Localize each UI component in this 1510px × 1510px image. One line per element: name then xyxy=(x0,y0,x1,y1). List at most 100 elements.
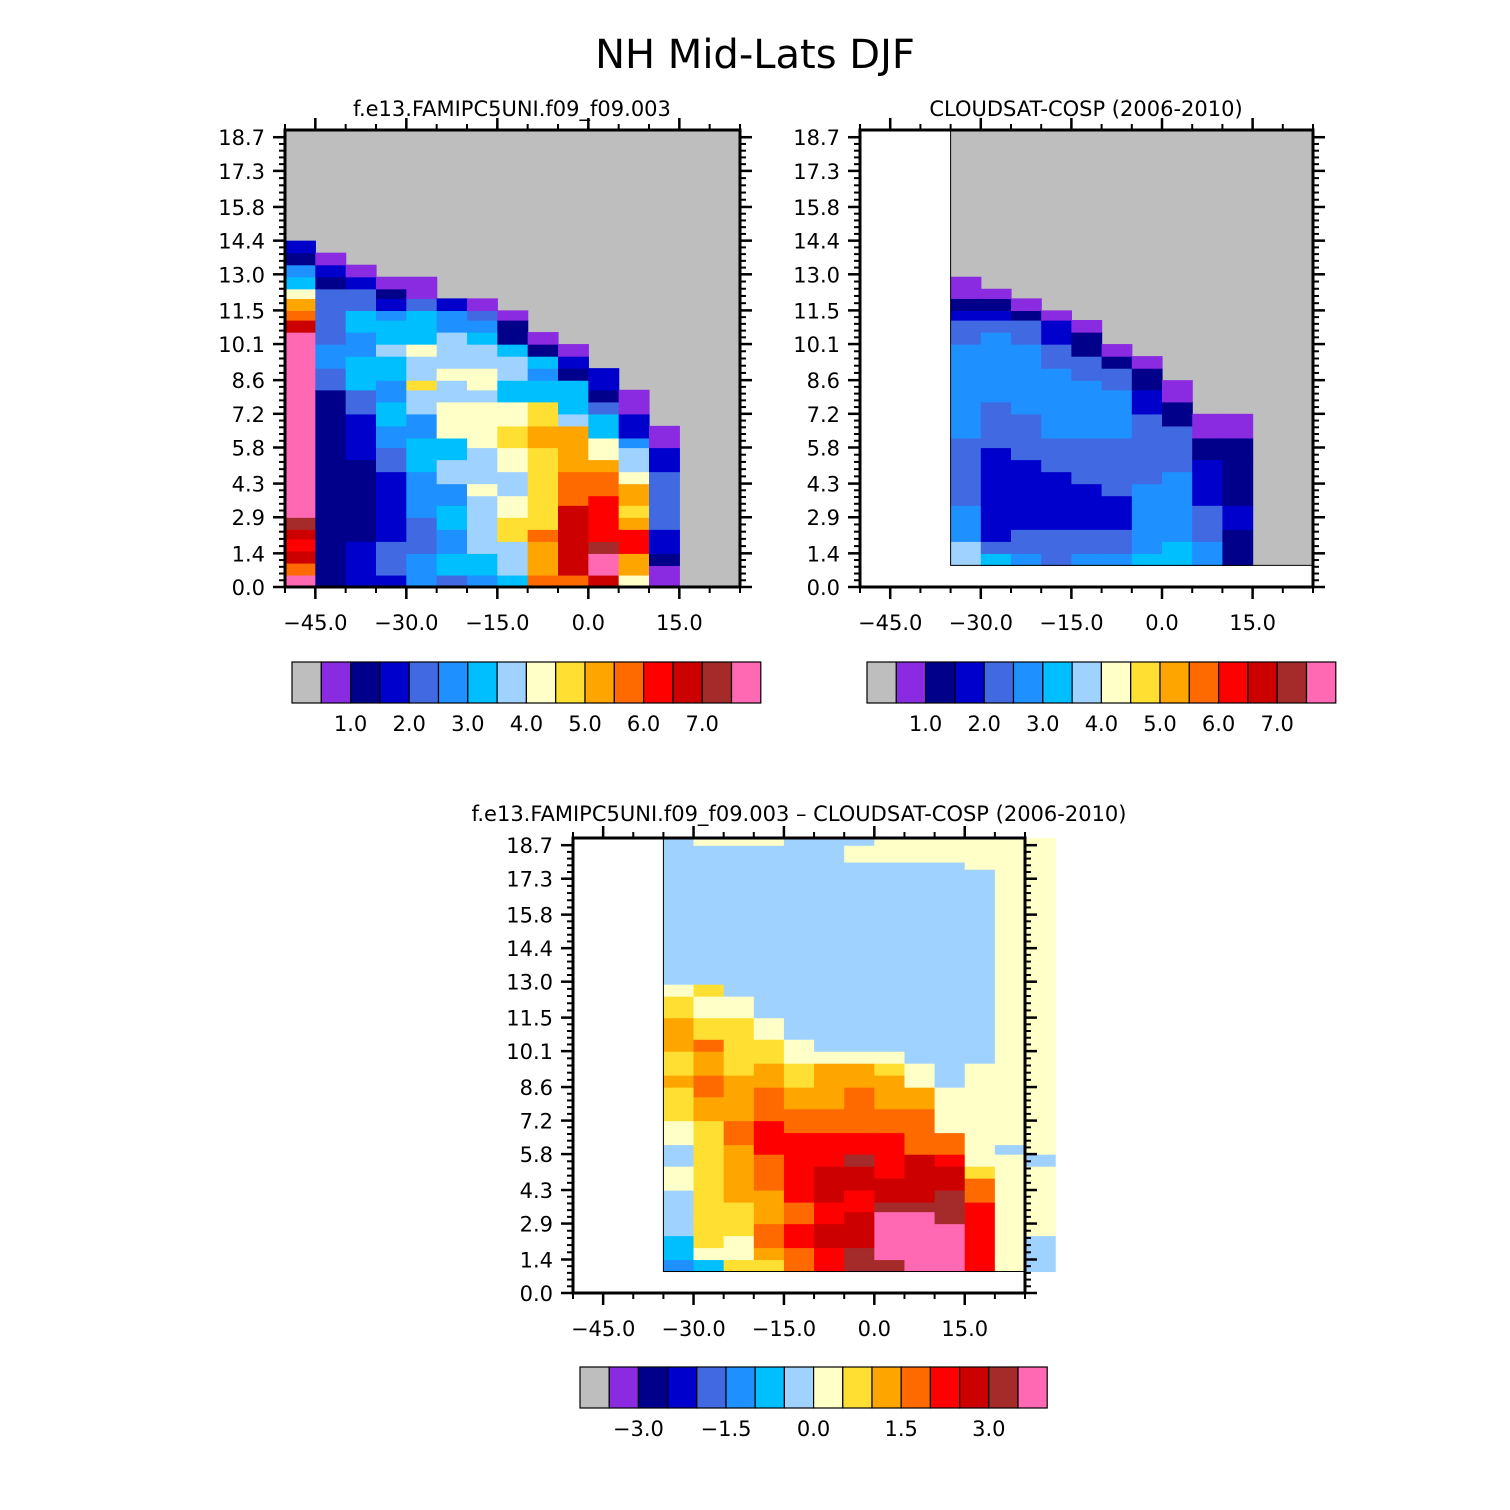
panel-1-cell xyxy=(497,541,529,576)
panel-3-cell xyxy=(814,1087,845,1110)
panel-1-cell xyxy=(376,574,407,588)
colorbar-2-label: 5.0 xyxy=(1143,712,1176,736)
panel-1-cell xyxy=(527,380,559,403)
panel-3-cell xyxy=(753,1223,785,1249)
panel-3-ytick-label: 5.8 xyxy=(520,1143,553,1167)
panel-3-cell xyxy=(663,1027,695,1052)
colorbar-1-swatch xyxy=(642,661,674,704)
panel-3-cell xyxy=(723,1235,755,1261)
panel-3-cell xyxy=(964,1178,996,1203)
colorbar-2-label: 2.0 xyxy=(967,712,1000,736)
panel-1-cell xyxy=(376,541,407,576)
panel-2-cell xyxy=(980,288,1012,299)
panel-3-ytick-label: 4.3 xyxy=(520,1179,553,1203)
panel-1-cell xyxy=(497,380,529,403)
colorbar-1-swatch xyxy=(467,661,498,704)
panel-3-cell xyxy=(994,1166,1026,1261)
panel-1-cell xyxy=(618,505,650,518)
panel-2-cell xyxy=(1101,356,1133,369)
colorbar-2-swatch xyxy=(1130,661,1161,704)
colorbar-2-swatch xyxy=(924,661,956,704)
panel-1-ytick-label: 13.0 xyxy=(218,263,265,287)
panel-3-cell xyxy=(844,1063,875,1088)
panel-1-cell xyxy=(558,541,589,576)
panel-1-cell xyxy=(285,240,316,254)
panel-1-cell xyxy=(315,264,347,278)
panel-2-cell xyxy=(1131,553,1163,566)
colorbar-2-swatch xyxy=(1159,661,1190,704)
panel-2-cell xyxy=(1101,437,1133,497)
panel-3-ytick-label: 13.0 xyxy=(506,971,553,995)
panel-2-ytick-label: 5.8 xyxy=(807,436,840,460)
panel-3-cell xyxy=(904,1132,936,1155)
panel-3-cell xyxy=(844,838,875,846)
colorbar-2-swatch xyxy=(1188,661,1220,704)
panel-1-cell xyxy=(467,495,498,554)
panel-1-cell xyxy=(558,413,589,427)
panel-3-cell xyxy=(844,861,875,1052)
panel-1-cell xyxy=(315,252,347,266)
panel-3-cell xyxy=(663,1190,695,1237)
panel-2-cell xyxy=(1071,437,1103,485)
panel-1-cell xyxy=(497,320,529,345)
panel-1-cell xyxy=(315,320,347,345)
panel-3-cell xyxy=(934,838,966,863)
colorbar-1-swatch xyxy=(672,661,703,704)
colorbar-3-swatch xyxy=(754,1366,786,1409)
panel-1-cell xyxy=(649,447,680,473)
panel-2-cell xyxy=(1222,413,1254,439)
panel-3-cell xyxy=(934,861,966,1088)
panel-1-cell xyxy=(345,288,377,311)
panel-3-ytick-label: 2.9 xyxy=(520,1213,553,1237)
panel-1-cell xyxy=(649,425,680,449)
panel-3-cell xyxy=(814,1202,845,1225)
panel-1-cell xyxy=(497,495,529,518)
panel-1-cell xyxy=(406,380,438,391)
panel-3-cell xyxy=(663,1166,695,1191)
panel-3-heatmap: 0.0 1.4 2.9 4.3 5.8 7.2 8.6 10.1 11.5 13.0 14.4 15.… xyxy=(506,826,1056,1341)
panel-2-cell xyxy=(1071,529,1103,554)
panel-2-xtick-label: 15.0 xyxy=(1229,611,1276,635)
panel-2-cell xyxy=(950,288,982,299)
panel-1-cell xyxy=(406,298,438,311)
panel-1-cell xyxy=(285,298,316,311)
panel-1-cell xyxy=(285,562,316,576)
panel-3-cell xyxy=(723,1075,755,1088)
panel-3-xtick-label: 0.0 xyxy=(858,1317,891,1341)
colorbar-3-swatch xyxy=(812,1366,844,1409)
colorbar-2-label: 4.0 xyxy=(1085,712,1118,736)
panel-1-cell xyxy=(527,447,559,530)
panel-1-cell xyxy=(376,380,407,403)
panel-1-title: f.e13.FAMIPC5UNI.f09_f09.003 xyxy=(353,97,671,122)
panel-3-cell xyxy=(723,1259,755,1273)
panel-3-cell xyxy=(934,1132,966,1155)
panel-1-cell xyxy=(376,320,407,345)
panel-3-cell xyxy=(964,1166,996,1179)
panel-2-cell xyxy=(1011,320,1042,345)
panel-3-cell xyxy=(814,838,845,846)
panel-2-heatmap: 0.0 1.4 2.9 4.3 5.8 7.2 8.6 10.1 11.5 13.0 14.4 15.… xyxy=(793,118,1325,635)
panel-1-cell xyxy=(618,413,650,439)
colorbar-3-swatch xyxy=(696,1366,727,1409)
colorbar-3-swatch xyxy=(988,1366,1019,1409)
colorbar-2-swatch xyxy=(1071,661,1102,704)
panel-3-cell xyxy=(753,1247,785,1261)
panel-2-cell xyxy=(1011,553,1042,566)
panel-2-xtick-label: −45.0 xyxy=(858,611,922,635)
panel-3-cell xyxy=(874,1108,906,1134)
panel-1-cell xyxy=(558,447,589,473)
colorbar-1-swatch xyxy=(437,661,469,704)
panel-2-ytick-label: 4.3 xyxy=(807,473,840,497)
panel-3-cell xyxy=(814,1063,845,1088)
panel-3-cell xyxy=(874,1154,906,1179)
colorbar-3-swatch xyxy=(929,1366,961,1409)
colorbar-3-swatch xyxy=(579,1366,610,1409)
panel-1-cell xyxy=(527,541,559,576)
panel-1-ytick-label: 2.9 xyxy=(232,506,265,530)
panel-1-cell xyxy=(285,529,316,540)
panel-1-cell xyxy=(285,264,316,278)
panel-2-title: CLOUDSAT-COSP (2006-2010) xyxy=(929,97,1242,121)
panel-3-cell xyxy=(693,1247,725,1261)
panel-1-cell xyxy=(558,380,589,415)
panel-1-cell xyxy=(558,425,589,449)
